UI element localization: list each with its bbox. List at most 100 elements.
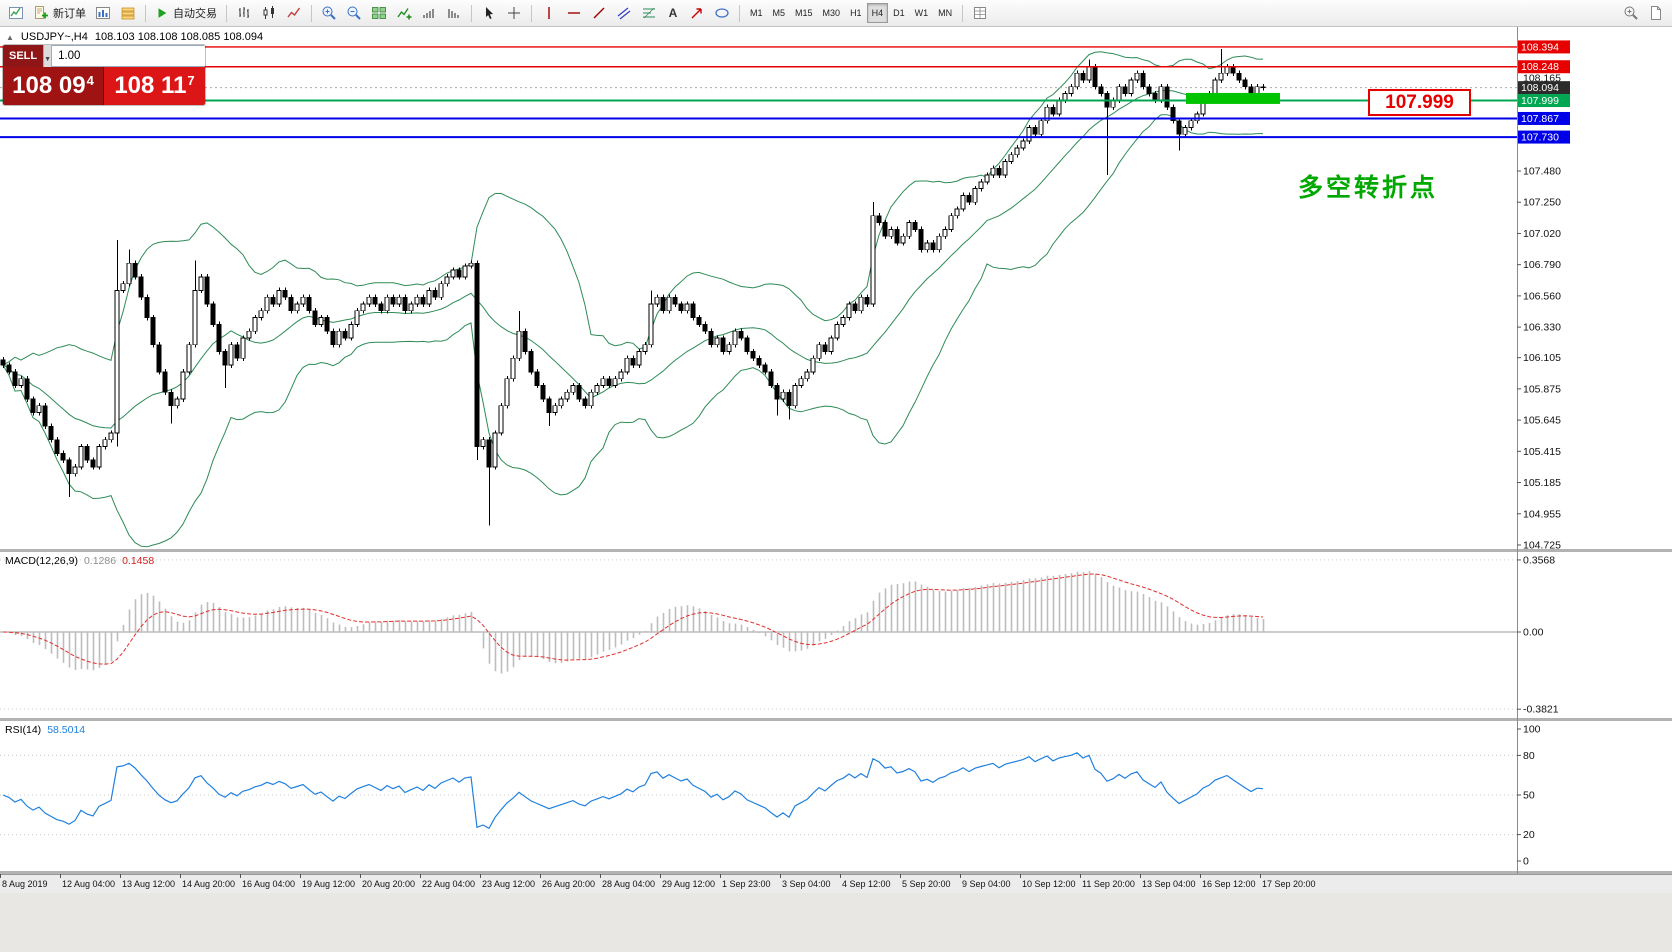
profiles-icon (121, 7, 135, 20)
timeframe-button-m5[interactable]: M5 (768, 3, 791, 23)
macd-axis-label: -0.3821 (1523, 704, 1559, 716)
drawn-objects[interactable] (1186, 92, 1280, 104)
rsi-axis-label: 80 (1523, 750, 1535, 762)
time-axis-label: 1 Sep 23:00 (722, 879, 771, 889)
magnifier-plus-icon (1624, 6, 1638, 20)
time-axis-label: 22 Aug 04:00 (422, 879, 475, 889)
rsi-axis-label: 100 (1523, 724, 1541, 736)
autotrading-button[interactable]: 自动交易 (151, 2, 221, 24)
toolbar-separator (739, 4, 740, 22)
sell-button[interactable]: SELL (3, 45, 44, 67)
shapes-tool-icon (715, 8, 729, 18)
timeframe-button-w1[interactable]: W1 (910, 3, 934, 23)
channel-icon (617, 7, 631, 20)
channel-tool-button[interactable] (612, 2, 636, 24)
price-line-label: 107.999 (1521, 95, 1559, 107)
depth-of-market-button[interactable] (968, 2, 992, 24)
price-callout-box[interactable]: 107.999 (1368, 89, 1471, 116)
time-axis-label: 14 Aug 20:00 (182, 879, 235, 889)
new-order-button[interactable]: 新订单 (29, 2, 90, 24)
time-axis-label: 29 Aug 12:00 (662, 879, 715, 889)
toolbar-separator (145, 4, 146, 22)
bar-chart-button[interactable] (232, 2, 256, 24)
sort-ascending-button[interactable] (417, 2, 441, 24)
timeframe-button-mn[interactable]: MN (933, 3, 957, 23)
fibonacci-tool-button[interactable] (637, 2, 661, 24)
price-line-label: 107.867 (1521, 113, 1559, 125)
chart-window-button[interactable] (91, 2, 115, 24)
line-chart-button[interactable] (282, 2, 306, 24)
trendline-icon (593, 7, 605, 19)
annotation-text[interactable]: 多空转折点 (1298, 174, 1439, 202)
sell-price-button[interactable]: 108 09 4 (3, 67, 104, 105)
time-axis-label: 23 Aug 12:00 (482, 879, 535, 889)
green-zone-rectangle[interactable] (1186, 92, 1280, 104)
vertical-line-tool-button[interactable] (537, 2, 561, 24)
macd-indicator-label: MACD(12,26,9) 0.1286 0.1458 (5, 555, 154, 567)
timeframe-button-m30[interactable]: M30 (818, 3, 846, 23)
time-scale[interactable]: 8 Aug 2019 12 Aug 04:00 13 Aug 12:00 14 Aug… (0, 874, 1672, 889)
buy-price: 108 11 (114, 72, 187, 99)
time-axis-label: 12 Aug 04:00 (62, 879, 115, 889)
trendline-tool-button[interactable] (587, 2, 611, 24)
candlestick-series (0, 48, 1266, 526)
text-tool-button[interactable]: A (662, 2, 684, 24)
cursor-tool-button[interactable] (477, 2, 501, 24)
toolbar-separator (962, 4, 964, 22)
zoom-out-button[interactable] (342, 2, 366, 24)
rsi-line (2, 752, 1264, 830)
shapes-tool-button[interactable] (710, 2, 734, 24)
timeframe-button-h1[interactable]: H1 (845, 3, 867, 23)
pane-backgrounds (0, 27, 1672, 893)
price-tick-label: 104.955 (1523, 508, 1561, 520)
price-line-label: 107.730 (1521, 132, 1559, 144)
time-axis-label: 10 Sep 12:00 (1022, 879, 1076, 889)
price-scale[interactable]: 107.480 107.250 107.020 106.790 106.560 106.3… (1517, 40, 1570, 551)
indicators-button[interactable] (392, 2, 416, 24)
terminal-button[interactable] (4, 2, 28, 24)
indicators-icon (397, 8, 412, 20)
price-tick-label: 105.415 (1523, 446, 1561, 458)
horizontal-line-icon (568, 12, 580, 14)
crosshair-tool-button[interactable] (502, 2, 526, 24)
timeframe-button-m1[interactable]: M1 (745, 3, 768, 23)
rsi-axis-label: 0 (1523, 856, 1529, 868)
volume-input[interactable] (52, 46, 205, 66)
search-button[interactable] (1619, 2, 1643, 24)
chart-canvas[interactable]: 107.480 107.250 107.020 106.790 106.560 106.3… (0, 27, 1672, 893)
toolbar-separator (311, 4, 312, 22)
rsi-axis-label: 20 (1523, 829, 1535, 841)
time-axis-label: 13 Sep 04:00 (1142, 879, 1196, 889)
sort-descending-button[interactable] (442, 2, 466, 24)
candlestick-chart-button[interactable] (257, 2, 281, 24)
buy-price-button[interactable]: 108 11 7 (104, 67, 205, 105)
vertical-line-icon (548, 7, 550, 19)
toolbar-separator (226, 4, 227, 22)
fibonacci-icon (643, 7, 655, 19)
price-line-label-box (1518, 81, 1570, 95)
rsi-name: RSI(14) (5, 724, 42, 736)
candlestick-chart-icon (263, 6, 274, 19)
order-type-dropdown[interactable]: ▼ (43, 45, 53, 67)
profiles-button[interactable] (116, 2, 140, 24)
time-axis-label: 16 Sep 12:00 (1202, 879, 1256, 889)
time-axis-label: 19 Aug 12:00 (302, 879, 355, 889)
new-document-button[interactable] (1644, 2, 1668, 24)
zoom-in-button[interactable] (317, 2, 341, 24)
arrows-tool-button[interactable] (685, 2, 709, 24)
one-click-collapse-icon[interactable]: ▲ (6, 32, 14, 42)
macd-pane: 0.3568 0.00 -0.3821 (0, 554, 1559, 716)
price-tick-label: 105.185 (1523, 477, 1561, 489)
horizontal-line-tool-button[interactable] (562, 2, 586, 24)
time-axis-label: 8 Aug 2019 (2, 879, 48, 889)
terminal-chart-icon (9, 7, 23, 19)
volume-field: ▲ ▼ (52, 45, 205, 67)
macd-name: MACD(12,26,9) (5, 555, 78, 567)
sort-ascending-icon (423, 9, 434, 18)
sell-price-pips: 4 (86, 72, 94, 88)
timeframe-button-h4[interactable]: H4 (866, 3, 889, 23)
timeframe-button-m15[interactable]: M15 (790, 3, 818, 23)
tile-windows-button[interactable] (367, 2, 391, 24)
time-axis-label: 20 Aug 20:00 (362, 879, 415, 889)
timeframe-button-d1[interactable]: D1 (888, 3, 910, 23)
